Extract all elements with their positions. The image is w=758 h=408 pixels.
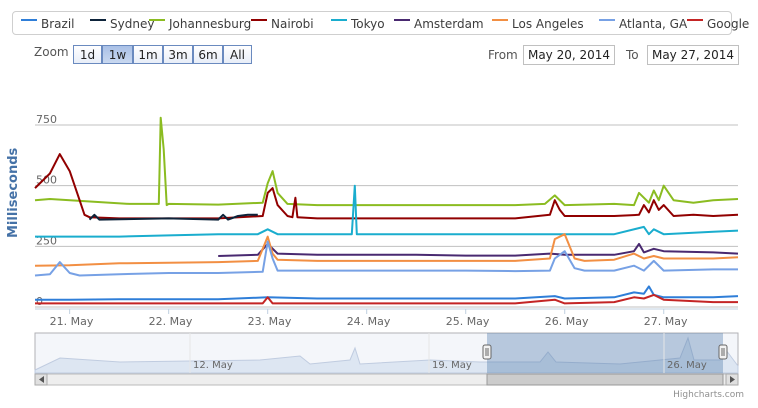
to-label: To: [626, 48, 639, 62]
navigator[interactable]: 12. May 19. May 26. May: [34, 332, 739, 386]
legend-swatch: [599, 19, 615, 21]
arrow-left-icon: [39, 376, 44, 383]
zoom-button[interactable]: 1m: [133, 45, 163, 64]
legend-item[interactable]: Johannesburg: [169, 17, 252, 31]
series-line[interactable]: [88, 213, 258, 221]
x-tick-label: 23. May: [248, 315, 292, 328]
legend: Brazil Sydney Johannesburg Nairobi Tokyo Amst…: [12, 11, 749, 35]
to-date-input[interactable]: May 27, 2014: [647, 45, 739, 65]
legend-swatch: [251, 19, 267, 21]
legend-swatch: [149, 19, 165, 21]
legend-swatch: [90, 19, 106, 21]
navigator-label: 12. May: [193, 360, 233, 371]
legend-swatch: [331, 19, 347, 21]
scrollbar-thumb[interactable]: [486, 373, 724, 386]
x-tick-label: 21. May: [50, 315, 94, 328]
legend-swatch: [492, 19, 508, 21]
from-label: From: [488, 48, 518, 62]
legend-swatch: [394, 19, 410, 21]
series-line[interactable]: [35, 285, 739, 301]
navigator-selected-range[interactable]: [487, 333, 723, 373]
axes: 21. May 22. May 23. May 24. May 25. May 26. M…: [35, 308, 738, 328]
legend-item[interactable]: Brazil: [41, 17, 75, 31]
zoom-button[interactable]: 1w: [102, 45, 133, 64]
x-tick-label: 27. May: [644, 315, 688, 328]
zoom-button[interactable]: 1d: [73, 45, 102, 64]
series-line[interactable]: [34, 240, 738, 277]
credits[interactable]: Highcharts.com: [673, 390, 744, 400]
legend-item[interactable]: Sydney: [110, 17, 155, 31]
series-line[interactable]: [34, 233, 739, 267]
navigator-label: 26. May: [667, 360, 707, 371]
legend-item[interactable]: Tokyo: [351, 17, 385, 31]
series-line[interactable]: [35, 184, 739, 238]
legend-item[interactable]: Los Angeles: [512, 17, 584, 31]
y-tick-label: 0: [36, 295, 43, 308]
y-tick-label: 750: [36, 113, 57, 126]
zoom-label: Zoom: [34, 45, 69, 59]
navigator-handle[interactable]: [482, 344, 492, 360]
from-date-input[interactable]: May 20, 2014: [523, 45, 615, 65]
legend-item[interactable]: Google: [707, 17, 750, 31]
legend-item[interactable]: Atlanta, GA: [619, 17, 688, 31]
navigator-handle[interactable]: [718, 344, 728, 360]
y-tick-label: 500: [36, 174, 57, 187]
x-tick-label: 22. May: [149, 315, 193, 328]
zoom-button[interactable]: 6m: [193, 45, 223, 64]
x-tick-label: 26. May: [545, 315, 589, 328]
series-lines: [34, 116, 739, 305]
series-line[interactable]: [35, 293, 738, 305]
navigator-label: 19. May: [432, 360, 472, 371]
series-line[interactable]: [34, 116, 739, 207]
legend-swatch: [687, 19, 703, 21]
legend-item[interactable]: Amsterdam: [414, 17, 484, 31]
series-line[interactable]: [218, 242, 739, 257]
x-tick-label: 24. May: [347, 315, 391, 328]
legend-item[interactable]: Nairobi: [271, 17, 314, 31]
legend-swatch: [21, 19, 37, 21]
zoom-button[interactable]: All: [223, 45, 252, 64]
zoom-button[interactable]: 3m: [163, 45, 193, 64]
x-tick-label: 25. May: [446, 315, 490, 328]
series-line[interactable]: [34, 153, 739, 220]
arrow-right-icon: [730, 376, 735, 383]
